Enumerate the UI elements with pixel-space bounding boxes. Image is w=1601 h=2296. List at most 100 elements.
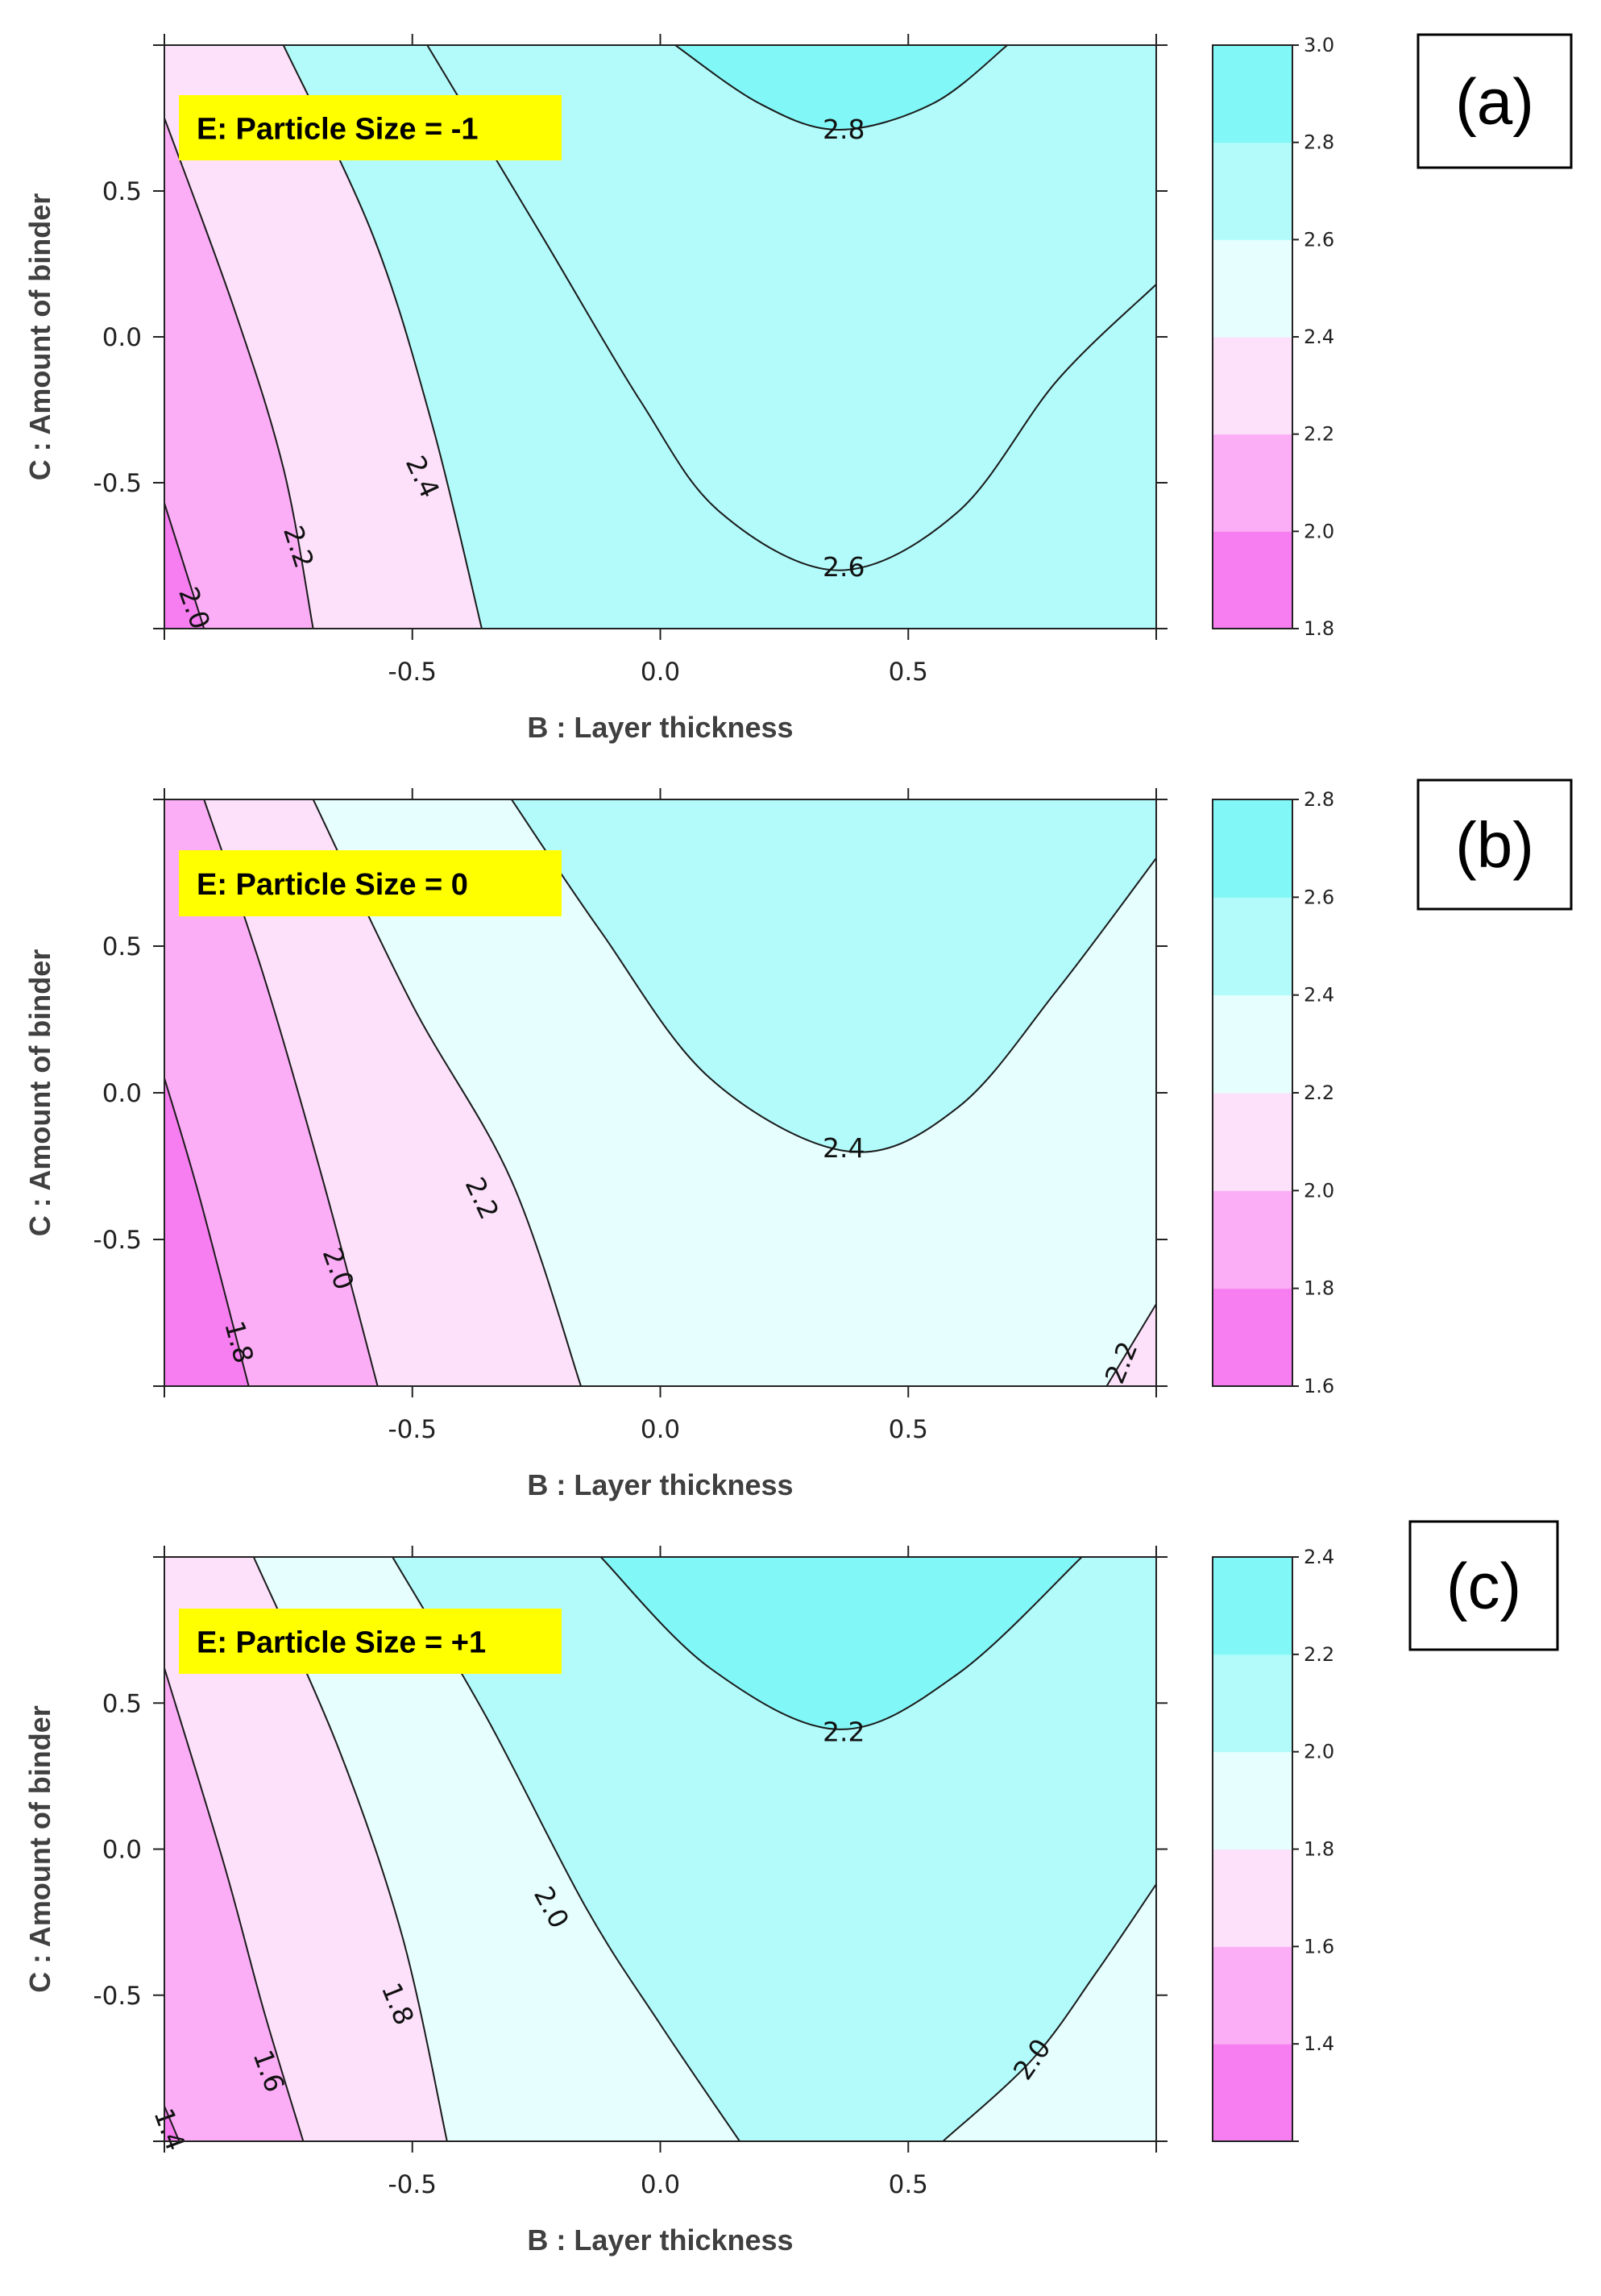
colorbar-band [1213, 45, 1292, 143]
colorbar-tick-label: 1.8 [1304, 1277, 1334, 1300]
colorbar-tick-label: 2.2 [1304, 1082, 1334, 1104]
colorbar-tick-label: 2.0 [1304, 520, 1334, 542]
x-tick-label: 0.5 [889, 1415, 928, 1444]
region-fill [164, 799, 378, 1386]
panel-label-box [1408, 1520, 1559, 1651]
colorbar-band [1213, 434, 1292, 532]
colorbar-band [1213, 1751, 1292, 1850]
contour-line-2-6 [426, 45, 1156, 571]
particle-size-tag [179, 850, 562, 916]
colorbar: 1.4 1.6 1.8 2.0 2.2 2.4 [1212, 1546, 1334, 2142]
colorbar-band [1213, 239, 1292, 338]
x-tick-label: -0.5 [388, 2170, 438, 2199]
colorbar-tick-label: 2.6 [1304, 228, 1334, 251]
y-tick-label: -0.5 [93, 1226, 143, 1255]
colorbar-tick-label: 2.4 [1304, 326, 1334, 348]
colorbar-band [1213, 531, 1292, 629]
x-tick-label: -0.5 [388, 658, 438, 687]
panel-label-box [1416, 778, 1573, 911]
x-tick-label: 0.5 [889, 2170, 928, 2199]
contour-label: 2.4 [823, 1132, 865, 1164]
y-tick-label: 0.0 [102, 1079, 142, 1108]
y-tick-label: 0.0 [102, 323, 142, 352]
panel-label: (a) [1455, 66, 1534, 138]
x-tick-label: 0.0 [641, 658, 680, 687]
colorbar-tick-label: 2.8 [1304, 131, 1334, 154]
contour-label: 2.8 [823, 114, 865, 145]
contour-line-2-0 [942, 1883, 1156, 2141]
region-fill [164, 45, 205, 629]
panel-label: (b) [1455, 809, 1534, 881]
x-tick-label: -0.5 [388, 1415, 438, 1444]
colorbar-band [1213, 2044, 1292, 2142]
colorbar-tick-label: 2.4 [1304, 1546, 1334, 1568]
contour-line-1-4 [164, 2106, 180, 2141]
colorbar-tick-label: 2.4 [1304, 984, 1334, 1007]
colorbar-tick-label: 2.2 [1304, 1643, 1334, 1666]
colorbar-band [1213, 1190, 1292, 1289]
x-axis-title: B : Layer thickness [527, 1468, 793, 1501]
colorbar-tick-label: 1.4 [1304, 2032, 1334, 2055]
contour-label: 2.2 [823, 1717, 865, 1748]
contour-line-2-2 [599, 1557, 1083, 1730]
colorbar-tick-label: 1.6 [1304, 1375, 1334, 1397]
colorbar-tick-label: 1.8 [1304, 617, 1334, 640]
panel-label-box [1416, 33, 1573, 169]
colorbar-tick-label: 2.8 [1304, 788, 1334, 811]
region-fill [164, 799, 249, 1386]
colorbar-tick-label: 2.2 [1304, 423, 1334, 446]
contour-line-2-2 [164, 118, 314, 629]
y-tick-label: 0.0 [102, 1836, 142, 1865]
colorbar-tick-label: 2.0 [1304, 1179, 1334, 1202]
region-fill [164, 45, 313, 629]
particle-size-tag [179, 95, 562, 160]
colorbar-band [1213, 1288, 1292, 1387]
contour-line-1-6 [164, 1667, 305, 2141]
particle-size-label: E: Particle Size = -1 [197, 113, 479, 147]
x-axis-title: B : Layer thickness [527, 2223, 793, 2257]
contour-line-2-2 [1105, 1303, 1156, 1386]
y-tick-label: -0.5 [93, 1982, 143, 2011]
colorbar-tick-label: 2.0 [1304, 1741, 1334, 1763]
colorbar-band [1213, 142, 1292, 240]
region-fill [427, 45, 1156, 571]
colorbar: 1.8 2.0 2.2 2.4 2.6 2.8 3.0 [1212, 34, 1334, 640]
colorbar-band [1213, 1849, 1292, 1947]
region-fill [674, 45, 1008, 130]
x-axis-title: B : Layer thickness [527, 711, 793, 744]
y-axis-title: C : Amount of binder [23, 1705, 56, 1993]
x-tick-label: 0.0 [641, 2170, 680, 2199]
contour-line-2-0 [164, 503, 205, 629]
colorbar-band [1213, 1946, 1292, 2045]
colorbar-band [1213, 994, 1292, 1094]
colorbar-band [1213, 337, 1292, 435]
y-axis-title: C : Amount of binder [23, 949, 56, 1237]
contour-label: 2.6 [823, 551, 865, 583]
x-tick-label: 0.0 [641, 1415, 680, 1444]
contour-line-1-8 [164, 1077, 250, 1386]
panel-c: 1.41.61.82.02.22.0-0.5 0.0 0.5-0.50.00.5B … [23, 1520, 1559, 2257]
panel-a: 2.0 2.2 2.4 2.6 2.8 -0.5 0.0 0.5 -0.5 0.0 0.5 B : L… [23, 33, 1573, 744]
y-axis-title: C : Amount of binder [23, 193, 56, 481]
y-tick-label: 0.5 [102, 1689, 142, 1718]
colorbar-tick-label: 1.8 [1304, 1838, 1334, 1861]
y-tick-label: -0.5 [93, 469, 143, 498]
colorbar-band [1213, 799, 1292, 898]
region-fill [511, 799, 1156, 1152]
particle-size-label: E: Particle Size = +1 [197, 1626, 486, 1660]
region-fill [600, 1557, 1082, 1729]
region-fill [943, 1884, 1156, 2141]
y-tick-label: 0.5 [102, 932, 142, 961]
panel-b: 1.82.02.22.42.2-0.5 0.0 0.5-0.50.00.5B : L… [23, 778, 1573, 1501]
contour-fill-regions [164, 1557, 1156, 2141]
contour-line-2-4 [511, 799, 1156, 1153]
colorbar: 1.6 1.8 2.0 2.2 2.4 2.6 2.8 [1212, 788, 1334, 1397]
particle-size-tag [179, 1609, 562, 1674]
x-tick-label: 0.5 [889, 658, 928, 687]
colorbar-tick-label: 2.6 [1304, 886, 1334, 908]
contour-fill-regions [164, 45, 1156, 629]
colorbar-band [1213, 897, 1292, 996]
colorbar-band [1213, 1093, 1292, 1191]
panel-label: (c) [1446, 1551, 1521, 1622]
